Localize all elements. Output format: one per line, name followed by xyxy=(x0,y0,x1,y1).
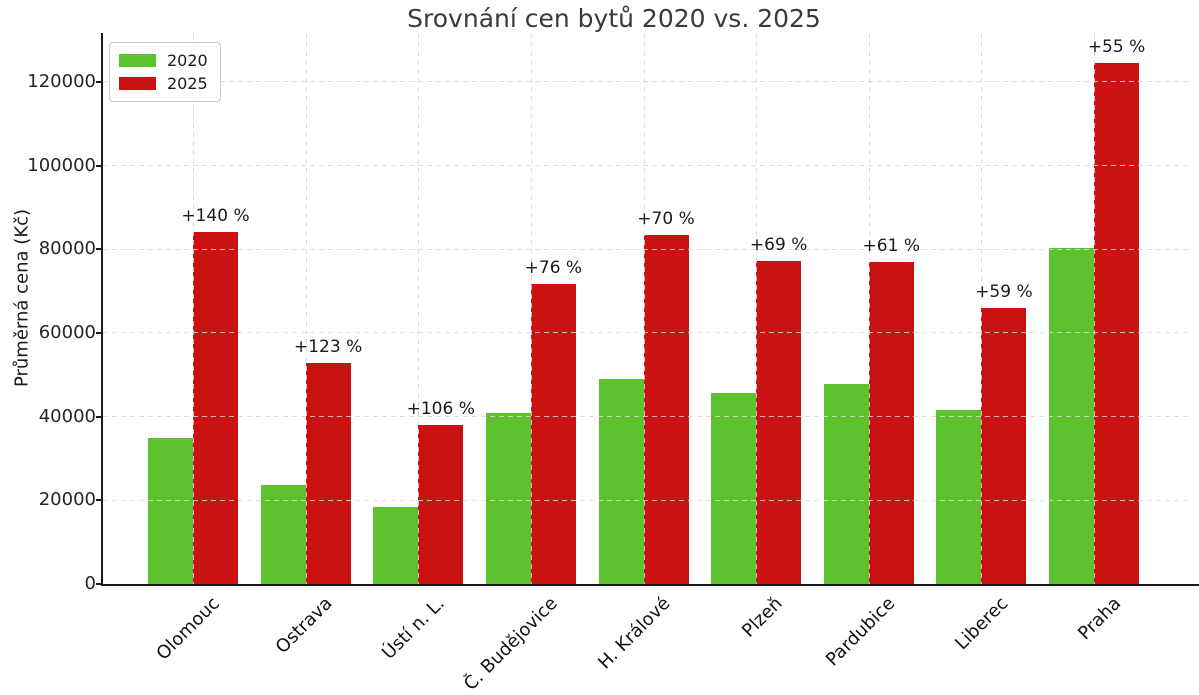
bar-2025-h-kralove xyxy=(643,235,689,584)
v-gridline-pardubice xyxy=(868,33,870,584)
bar-2025-usti-n-l xyxy=(418,425,464,584)
v-gridline-usti-n-l xyxy=(418,33,420,584)
x-tick-label-pardubice: Pardubice xyxy=(822,593,900,671)
bar-2020-h-kralove xyxy=(598,378,644,584)
bar-2020-olomouc xyxy=(148,437,193,584)
v-gridline-c-budejovice xyxy=(530,33,532,584)
bar-2020-usti-n-l xyxy=(373,506,419,584)
bar-2025-praha xyxy=(1094,62,1140,584)
bar-2020-pardubice xyxy=(823,383,869,584)
bar-2025-olomouc xyxy=(193,232,238,584)
x-tick-label-plzen: Plzeň xyxy=(738,593,788,642)
x-axis-spine xyxy=(101,584,1199,586)
h-gridline-60000 xyxy=(103,332,1192,334)
y-tick-mark-20000 xyxy=(96,499,102,502)
annotation-plzen: +69 % xyxy=(749,234,808,255)
y-tick-mark-0 xyxy=(96,583,102,585)
v-gridline-ostrava xyxy=(305,33,307,584)
legend-swatch-2025 xyxy=(119,77,156,90)
annotation-liberec: +59 % xyxy=(975,282,1033,303)
bar-2025-ostrava xyxy=(305,362,351,584)
legend-item-2025: 2025 xyxy=(119,72,208,95)
y-tick-label-20000: 20000 xyxy=(38,489,96,511)
y-axis-label: Průměrná cena (Kč) xyxy=(11,208,33,388)
y-tick-label-60000: 60000 xyxy=(38,321,96,343)
annotation-olomouc: +140 % xyxy=(181,206,250,227)
v-gridline-h-kralove xyxy=(643,33,645,584)
y-tick-label-80000: 80000 xyxy=(38,238,96,260)
x-tick-label-usti-n-l: Ústí n. L. xyxy=(378,593,450,664)
bar-2020-plzen xyxy=(711,392,757,584)
annotation-usti-n-l: +106 % xyxy=(406,399,475,420)
annotation-c-budejovice: +76 % xyxy=(524,257,583,278)
legend-swatch-2020 xyxy=(119,54,156,67)
x-tick-label-liberec: Liberec xyxy=(951,593,1013,655)
y-tick-mark-80000 xyxy=(96,248,102,251)
x-tick-label-ostrava: Ostrava xyxy=(271,593,337,658)
bar-2020-praha xyxy=(1049,247,1095,584)
h-gridline-120000 xyxy=(103,81,1192,83)
y-tick-mark-100000 xyxy=(96,164,102,167)
bar-2020-liberec xyxy=(936,410,982,584)
annotation-pardubice: +61 % xyxy=(862,236,920,257)
annotation-praha: +55 % xyxy=(1087,36,1146,57)
y-tick-label-120000: 120000 xyxy=(27,70,96,92)
legend: 2020 2025 xyxy=(109,42,221,102)
y-tick-mark-40000 xyxy=(96,415,102,418)
bar-2025-plzen xyxy=(756,260,802,584)
v-gridline-praha xyxy=(1094,33,1096,584)
x-tick-label-olomouc: Olomouc xyxy=(152,593,224,665)
y-tick-mark-120000 xyxy=(96,80,102,83)
h-gridline-80000 xyxy=(103,248,1192,250)
y-tick-label-100000: 100000 xyxy=(27,154,96,176)
v-gridline-plzen xyxy=(756,33,758,584)
y-tick-label-0: 0 xyxy=(84,573,96,594)
annotation-ostrava: +123 % xyxy=(294,336,363,357)
bar-2025-c-budejovice xyxy=(530,283,576,584)
h-gridline-20000 xyxy=(103,499,1192,501)
x-tick-label-c-budejovice: Č. Budějovice xyxy=(459,593,562,695)
legend-label-2025: 2025 xyxy=(167,74,208,93)
x-tick-label-praha: Praha xyxy=(1073,593,1125,645)
y-tick-label-40000: 40000 xyxy=(38,405,96,427)
x-tick-label-h-kralove: H. Králové xyxy=(594,593,675,674)
legend-item-2020: 2020 xyxy=(119,49,208,72)
h-gridline-100000 xyxy=(103,165,1192,166)
bar-2025-pardubice xyxy=(868,262,914,584)
y-tick-mark-60000 xyxy=(96,331,102,334)
annotation-h-kralove: +70 % xyxy=(637,209,695,230)
y-axis-spine xyxy=(101,33,103,586)
bar-2020-ostrava xyxy=(260,484,306,584)
bar-2020-c-budejovice xyxy=(485,413,531,584)
bar-2025-liberec xyxy=(981,308,1027,584)
v-gridline-liberec xyxy=(981,33,983,584)
chart-title: Srovnání cen bytů 2020 vs. 2025 xyxy=(407,4,821,33)
v-gridline-olomouc xyxy=(193,33,194,584)
h-gridline-40000 xyxy=(103,416,1192,418)
legend-label-2020: 2020 xyxy=(167,51,208,70)
